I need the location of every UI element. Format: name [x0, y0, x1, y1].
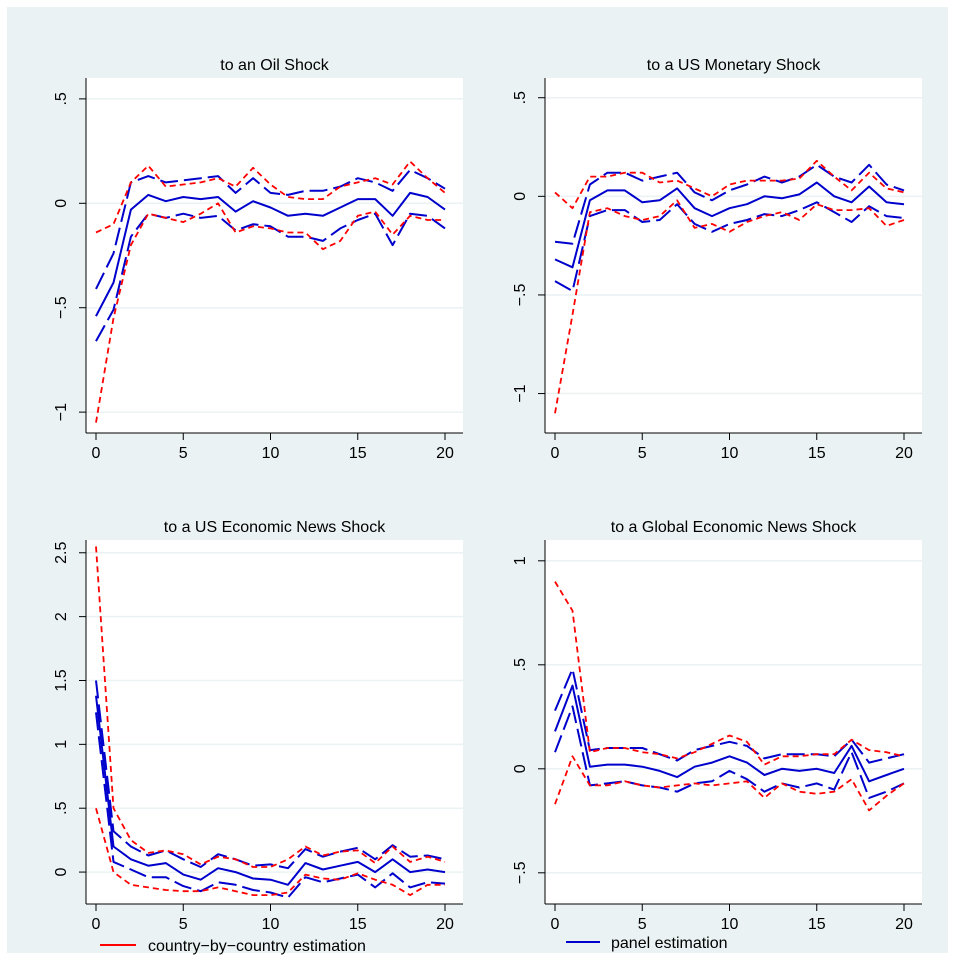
series-country-lower — [95, 807, 445, 896]
x-tick-label-4: 20 — [895, 916, 913, 933]
x-tick-label-2: 10 — [721, 445, 739, 462]
y-tick-label-3: 1 — [512, 556, 529, 565]
x-tick-label-2: 10 — [721, 916, 739, 933]
x-tick-label-1: 5 — [179, 445, 188, 462]
plot-area — [86, 540, 463, 904]
x-tick-label-2: 10 — [262, 916, 280, 933]
series-panel-point — [554, 181, 905, 269]
y-tick-label-0: 0 — [53, 868, 70, 877]
series-panel-upper — [95, 680, 446, 870]
x-tick-label-1: 5 — [179, 916, 188, 933]
y-tick-label-0: −.5 — [512, 861, 529, 884]
panel-3: to a Global Economic News Shock−.50.510 5… — [512, 519, 922, 933]
series-panel-point — [95, 695, 446, 886]
y-tick-label-0: −1 — [53, 403, 70, 421]
legend-label-country: country−by−country estimation — [148, 938, 366, 955]
chart-title: to a US Economic News Shock — [164, 519, 386, 536]
series-panel-upper — [95, 168, 446, 290]
x-tick-label-0: 0 — [551, 916, 560, 933]
x-tick-label-3: 15 — [808, 445, 826, 462]
y-tick-label-2: .5 — [512, 658, 529, 671]
y-tick-label-2: 1 — [53, 740, 70, 749]
x-tick-label-4: 20 — [436, 916, 454, 933]
y-tick-label-5: 2.5 — [53, 542, 70, 564]
x-tick-label-0: 0 — [551, 445, 560, 462]
series-country-upper — [95, 160, 446, 234]
series-panel-lower — [95, 712, 446, 899]
series-country-upper — [554, 581, 905, 766]
x-tick-label-0: 0 — [92, 445, 101, 462]
y-tick-label-1: .5 — [53, 801, 70, 814]
legend-label-panel: panel estimation — [611, 935, 728, 952]
series-panel-point — [554, 684, 905, 783]
x-tick-label-3: 15 — [349, 916, 367, 933]
y-tick-label-0: −1 — [512, 384, 529, 402]
chart-title: to an Oil Shock — [220, 57, 330, 74]
series-country-lower — [95, 202, 445, 423]
series-panel-upper — [554, 163, 905, 245]
legend: country−by−country estimation panel esti… — [100, 935, 728, 955]
y-tick-label-2: 0 — [53, 199, 70, 208]
y-tick-label-3: .5 — [512, 91, 529, 104]
series-country-lower — [554, 199, 905, 414]
x-tick-label-0: 0 — [92, 916, 101, 933]
series-country-upper — [95, 546, 446, 868]
y-tick-label-1: 0 — [512, 764, 529, 773]
y-tick-label-4: 2 — [53, 612, 70, 621]
plot-area — [545, 540, 922, 904]
x-tick-label-4: 20 — [895, 445, 913, 462]
chart-title: to a US Monetary Shock — [647, 57, 821, 74]
panel-0: to an Oil Shock −1 −.5 0 .5 0 5 10 15 20 — [53, 57, 463, 462]
x-tick-label-2: 10 — [262, 445, 280, 462]
panel-2: to a US Economic News Shock 0 .5 1 1.5 2 2.5 0 5… — [53, 519, 463, 933]
y-tick-label-3: .5 — [53, 92, 70, 105]
plot-area — [545, 78, 922, 433]
x-tick-label-3: 15 — [808, 916, 826, 933]
plot-area — [86, 78, 463, 433]
x-tick-label-4: 20 — [436, 445, 454, 462]
series-country-upper — [554, 159, 905, 210]
chart-title: to a Global Economic News Shock — [611, 519, 857, 536]
series-panel-lower — [554, 201, 905, 292]
y-tick-label-1: −.5 — [53, 296, 70, 319]
panel-1: to a US Monetary Shock −1 −.5 0 .5 0 5 10 15 20 — [512, 57, 922, 462]
y-tick-label-1: −.5 — [512, 283, 529, 306]
y-tick-label-3: 1.5 — [53, 669, 70, 691]
x-tick-label-1: 5 — [638, 445, 647, 462]
x-tick-label-1: 5 — [638, 916, 647, 933]
series-panel-point — [95, 191, 446, 317]
x-tick-label-3: 15 — [349, 445, 367, 462]
y-tick-label-2: 0 — [512, 192, 529, 201]
series-panel-lower — [554, 705, 905, 799]
